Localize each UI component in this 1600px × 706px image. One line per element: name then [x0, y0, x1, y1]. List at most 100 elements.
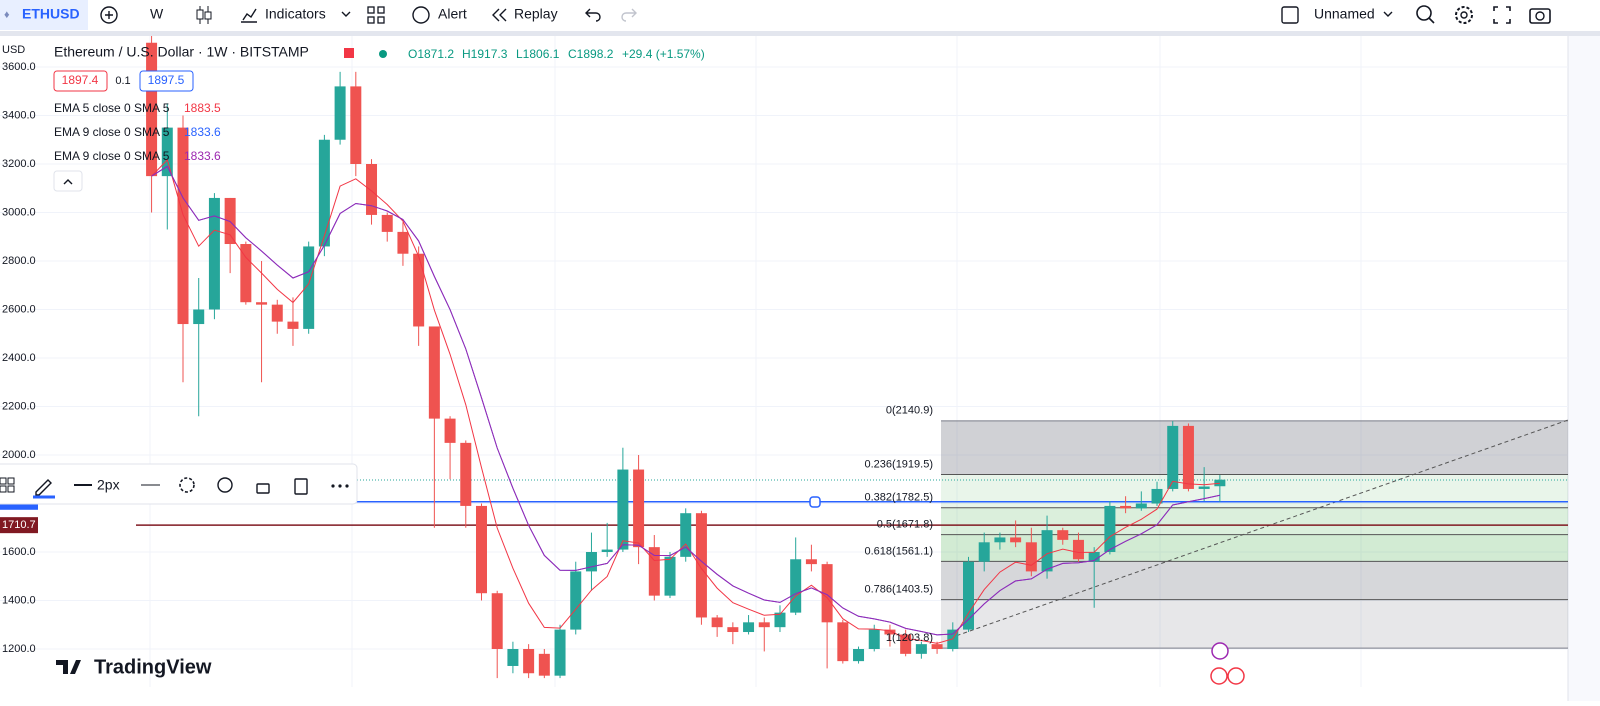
snapshot[interactable]	[1529, 8, 1551, 24]
trend-line	[949, 419, 1568, 639]
candle-body	[287, 321, 299, 329]
candle-body	[1198, 486, 1210, 489]
templates[interactable]	[367, 6, 385, 24]
undo[interactable]	[585, 8, 601, 22]
fib-label: 0.786(1403.5)	[865, 584, 934, 596]
indicator-value: 1883.5	[184, 101, 221, 115]
symbol-button[interactable]	[0, 0, 88, 30]
collapse-legend[interactable]	[53, 170, 83, 192]
fullscreen[interactable]	[1493, 6, 1511, 24]
candle-body	[900, 634, 912, 654]
alert-icon[interactable]	[217, 477, 233, 493]
chart-title: Ethereum / U.S. Dollar · 1W · BITSTAMP	[54, 44, 309, 60]
candle-body	[1072, 539, 1084, 560]
price-label: 1710.7	[2, 519, 36, 531]
candle-body	[617, 469, 629, 550]
y-tick-label: 3200.0	[2, 158, 36, 170]
spread: 0.1	[115, 75, 130, 87]
event-flag[interactable]	[1210, 667, 1228, 685]
ask: 1897.5	[148, 73, 185, 87]
candle-body	[475, 505, 487, 594]
plot	[0, 36, 1568, 687]
candle-body	[743, 622, 755, 633]
candle-body	[1120, 505, 1132, 509]
anchor-handle[interactable]	[809, 496, 821, 508]
candle-body	[366, 163, 378, 215]
settings[interactable]	[1455, 6, 1473, 24]
layout-name[interactable]: Unnamed	[1314, 6, 1375, 22]
candle-body	[1041, 530, 1053, 572]
candle-body	[381, 214, 393, 232]
y-tick-label: 1400.0	[2, 594, 36, 606]
more-dot	[331, 484, 335, 488]
fib-label: 0.618(1561.1)	[865, 545, 934, 557]
candle-body	[868, 629, 880, 649]
candle-body	[1104, 505, 1116, 552]
interval[interactable]: W	[150, 6, 164, 22]
y-tick-label: 2400.0	[2, 352, 36, 364]
candle-body	[1182, 425, 1194, 489]
candle-body	[193, 309, 205, 325]
fib-label: 0.382(1782.5)	[865, 492, 934, 504]
candle-body	[507, 648, 519, 666]
candle-body	[664, 556, 676, 596]
candle-body	[994, 537, 1006, 543]
indicators[interactable]: Indicators	[265, 6, 326, 22]
fib-zone	[941, 420, 1568, 475]
candle-body	[837, 622, 849, 662]
candle-body	[491, 593, 503, 649]
candle-body	[931, 644, 943, 649]
candle-body	[428, 326, 440, 419]
lock[interactable]	[256, 483, 270, 494]
candle-body	[208, 197, 220, 310]
add-symbol[interactable]	[100, 6, 118, 24]
indicator-name[interactable]: EMA 5 close 0 SMA 5	[54, 101, 170, 115]
market-status	[379, 50, 387, 58]
alert[interactable]: Alert	[438, 6, 467, 22]
symbol[interactable]: ETHUSD	[22, 6, 80, 22]
trash[interactable]	[294, 478, 308, 495]
settings[interactable]	[179, 477, 195, 493]
candle-body	[161, 127, 173, 177]
candle-body	[601, 549, 613, 552]
ohlc-low: L1806.1	[516, 47, 560, 61]
y-tick-label: 2600.0	[2, 303, 36, 315]
ohlc-change: +29.4 (+1.57%)	[622, 47, 705, 61]
candle-body	[1025, 542, 1037, 572]
candle-body	[727, 627, 739, 633]
y-tick-label: 3600.0	[2, 61, 36, 73]
candle-body	[963, 561, 974, 630]
candle-body	[884, 629, 896, 635]
candle-body	[397, 231, 409, 254]
candle-body	[711, 617, 723, 628]
candle-body	[240, 244, 252, 303]
candle-body	[695, 513, 707, 618]
redo[interactable]	[621, 8, 637, 22]
candle-body	[538, 653, 550, 676]
ema-line	[151, 165, 1221, 636]
candle-body	[146, 42, 158, 177]
candle-body	[853, 648, 865, 662]
search[interactable]	[1416, 5, 1432, 21]
candle-body	[554, 629, 566, 676]
indicator-name[interactable]: EMA 9 close 0 SMA 5	[54, 149, 170, 163]
candle-body	[271, 304, 283, 322]
brand-logo	[56, 660, 81, 674]
replay[interactable]: Replay	[514, 6, 558, 22]
indicator-name[interactable]: EMA 9 close 0 SMA 5	[54, 125, 170, 139]
candle-body	[680, 513, 692, 557]
grip	[0, 485, 7, 493]
event-marker[interactable]	[1211, 642, 1229, 660]
candle-body	[1151, 488, 1163, 504]
event-flag[interactable]	[1227, 667, 1245, 685]
y-tick-label: 2000.0	[2, 449, 36, 461]
overlay: 0(2140.9) 0.236(1919.5) 0.382(1782.5) 0.5(1…	[0, 44, 1245, 685]
bid-box	[53, 70, 108, 92]
more-dot	[338, 484, 342, 488]
drawing-toolbar-bg	[0, 463, 358, 505]
candle-body	[758, 622, 770, 628]
ask-box	[139, 70, 194, 92]
line-width[interactable]: 2px	[97, 477, 120, 493]
pencil[interactable]	[35, 479, 52, 496]
